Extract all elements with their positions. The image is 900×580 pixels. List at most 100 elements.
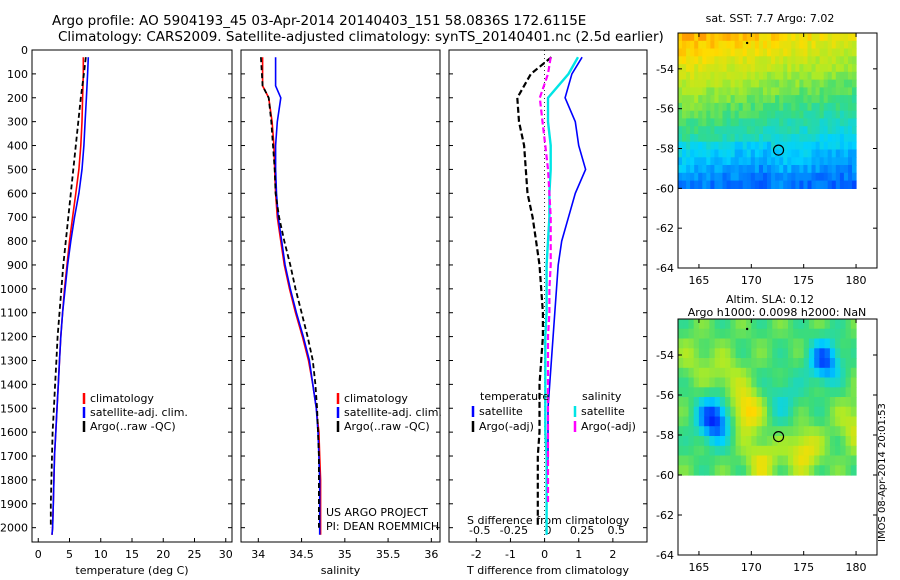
heatmap-cell [839,33,845,42]
series-line-argo [516,56,553,528]
heatmap-cell [678,348,684,359]
heatmap-cell [803,157,808,166]
heatmap-cell [808,455,815,466]
heatmap-cell [793,387,799,398]
heatmap-cell [782,455,789,466]
heatmap-cell [824,338,831,349]
heatmap-cell [722,134,728,143]
heatmap-cell [767,64,772,73]
heatmap-cell [823,33,829,42]
x-tick-label: 35 [338,548,352,561]
heatmap-cell [782,416,789,427]
heatmap-cell [678,455,684,466]
heatmap-cell [845,406,852,418]
heatmap-cell [815,95,821,104]
heatmap-cell [795,48,800,57]
heatmap-cell [742,172,748,182]
x-tick-label: -0.5 [469,524,490,537]
heatmap-cell [730,445,737,457]
heatmap-cell [848,95,853,104]
heatmap-cell [803,64,808,73]
heatmap-cell [795,33,800,42]
heatmap-cell [738,79,744,88]
heatmap-cell [714,377,721,388]
heatmap-cell [704,416,710,427]
heatmap-cell [683,358,689,369]
heatmap-cell [850,377,857,388]
heatmap-cell [756,397,763,408]
heatmap-cell [738,48,744,57]
heatmap-cell [690,157,695,166]
heatmap-cell [730,110,736,120]
heatmap-cell [840,416,847,427]
heatmap-cell [726,134,732,143]
heatmap-cell [751,406,758,418]
heatmap-cell [795,118,800,127]
heatmap-cell [702,126,707,135]
heatmap-cell [839,87,845,96]
heatmap-cell [791,157,796,166]
heatmap-cell [761,319,768,330]
heatmap-cell [756,426,763,437]
heatmap-cell [725,319,731,330]
heatmap-cell [819,71,825,81]
heatmap-cell [702,95,707,104]
heatmap-cell [852,48,857,57]
heatmap-cell [843,71,849,81]
heatmap-cell [726,157,732,166]
heatmap-cell [839,180,845,189]
legend-label: satellite-adj. clim. [90,406,188,419]
heatmap-cell [694,141,699,151]
heatmap-cell [791,87,796,96]
heatmap-cell [824,328,831,340]
y-tick-label: -54 [656,349,674,362]
map-dot [745,327,749,331]
heatmap-cell [839,48,845,57]
heatmap-cell [719,377,726,388]
heatmap-cell [734,149,740,158]
heatmap-cell [779,180,784,189]
heatmap-cell [740,416,747,427]
heatmap-cell [777,377,784,388]
heatmap-cell [756,387,763,398]
heatmap-cell [704,348,710,359]
heatmap-cell [808,348,815,359]
heatmap-cell [719,426,726,437]
heatmap-cell [725,445,731,457]
heatmap-cell [843,172,849,182]
heatmap-cell [791,33,796,42]
heatmap-cell [714,358,721,369]
heatmap-cell [835,455,841,466]
heatmap-cell [840,387,847,398]
heatmap-cell [702,118,707,127]
heatmap-cell [735,387,742,398]
heatmap-cell [718,141,724,151]
y-tick-label: -60 [656,469,674,482]
heatmap-cell [682,33,687,42]
heatmap-cell [706,71,711,81]
heatmap-cell [839,149,845,158]
heatmap-cell [788,358,794,369]
heatmap-cell [803,118,808,127]
heatmap-cell [799,134,804,143]
heatmap-cell [827,141,833,151]
heatmap-cell [698,64,703,73]
x-tick-label: 0 [545,524,552,537]
heatmap-cell [782,465,789,476]
x-tick-label: 0.5 [608,524,626,537]
heatmap-cell [793,358,799,369]
heatmap-cell [798,426,805,437]
heatmap-cell [694,157,699,166]
series-line-satellite [274,57,321,535]
heatmap-cell [740,348,747,359]
heatmap-cell [718,40,724,50]
heatmap-cell [678,157,683,166]
heatmap-cell [682,172,687,182]
heatmap-cell [783,33,788,42]
heatmap-cell [779,165,784,174]
heatmap-cell [782,397,789,408]
heatmap-cell [730,416,737,427]
depth-tick-label: 700 [7,211,28,224]
depth-tick-label: 200 [7,92,28,105]
heatmap-cell [843,102,849,112]
